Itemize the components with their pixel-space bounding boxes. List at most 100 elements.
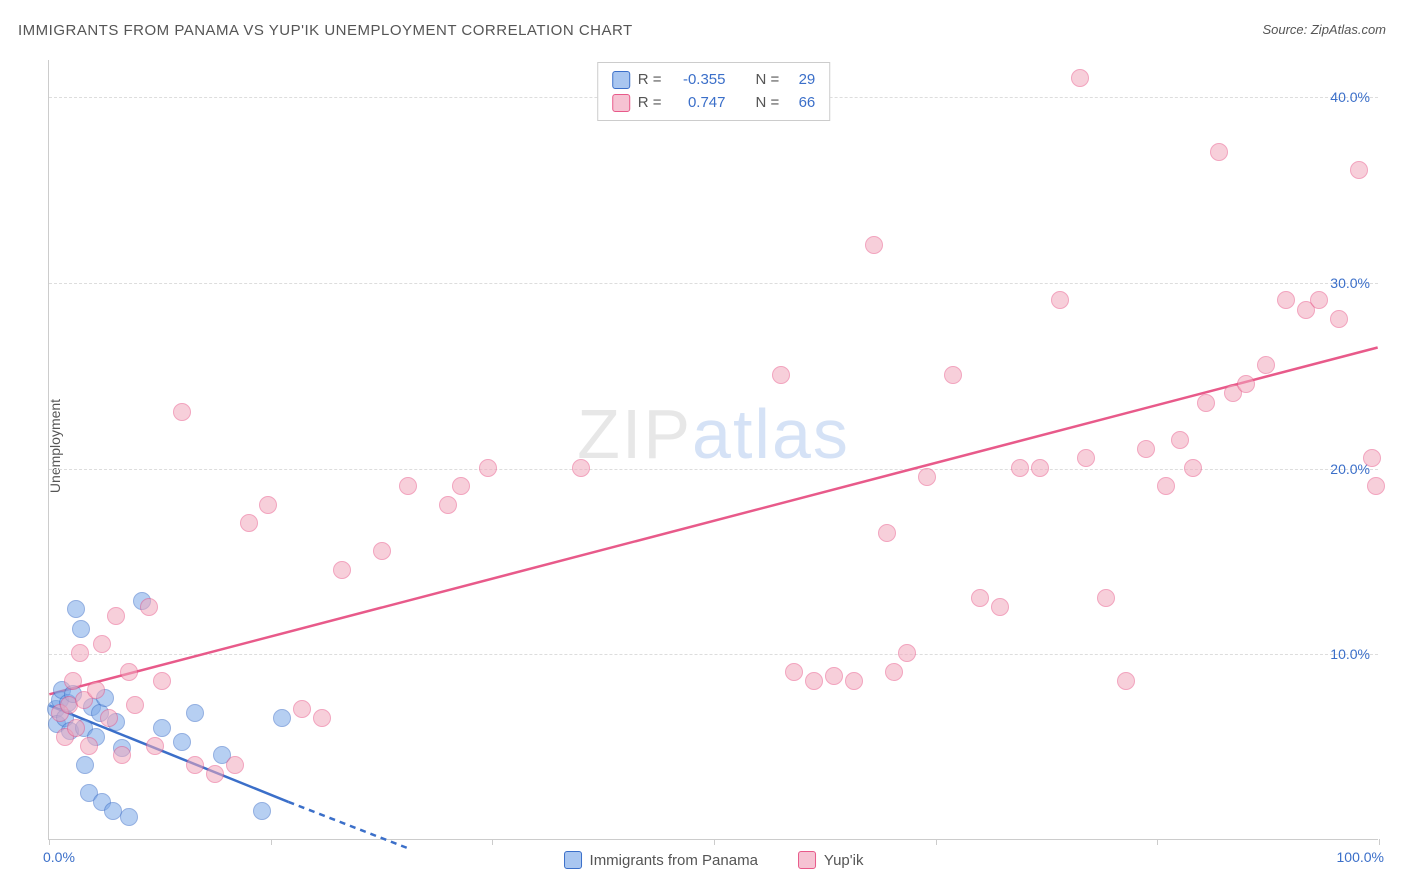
point-panama bbox=[72, 620, 90, 638]
chart-title: IMMIGRANTS FROM PANAMA VS YUP'IK UNEMPLO… bbox=[18, 22, 633, 39]
point-yupik bbox=[71, 644, 89, 662]
series-legend: Immigrants from Panama Yup'ik bbox=[564, 851, 864, 869]
point-yupik bbox=[126, 696, 144, 714]
point-panama bbox=[67, 600, 85, 618]
plot-area: ZIPatlas 10.0%20.0%30.0%40.0% R =-0.355N… bbox=[48, 60, 1378, 840]
legend-r-value: -0.355 bbox=[670, 69, 726, 92]
legend-row-yupik: R =0.747N =66 bbox=[612, 92, 816, 115]
point-yupik bbox=[1071, 69, 1089, 87]
legend-swatch-panama bbox=[564, 851, 582, 869]
point-yupik bbox=[1117, 672, 1135, 690]
point-yupik bbox=[1077, 449, 1095, 467]
legend-label: Immigrants from Panama bbox=[590, 852, 758, 869]
point-yupik bbox=[146, 737, 164, 755]
point-yupik bbox=[1257, 356, 1275, 374]
point-yupik bbox=[1137, 440, 1155, 458]
point-yupik bbox=[399, 477, 417, 495]
x-tick bbox=[1157, 839, 1158, 845]
point-yupik bbox=[186, 756, 204, 774]
point-yupik bbox=[1031, 459, 1049, 477]
x-tick bbox=[492, 839, 493, 845]
point-yupik bbox=[1011, 459, 1029, 477]
legend-r-label: R = bbox=[638, 92, 662, 115]
trend-line-dash-panama bbox=[288, 802, 408, 848]
point-panama bbox=[153, 719, 171, 737]
point-yupik bbox=[452, 477, 470, 495]
point-yupik bbox=[479, 459, 497, 477]
trend-lines bbox=[49, 60, 1378, 839]
point-yupik bbox=[785, 663, 803, 681]
point-yupik bbox=[772, 366, 790, 384]
legend-row-panama: R = -0.355 N = 29 bbox=[612, 69, 816, 92]
point-panama bbox=[120, 808, 138, 826]
point-yupik bbox=[67, 719, 85, 737]
point-yupik bbox=[991, 598, 1009, 616]
point-yupik bbox=[226, 756, 244, 774]
point-panama bbox=[173, 733, 191, 751]
point-yupik bbox=[313, 709, 331, 727]
legend-r-label: R = bbox=[638, 69, 662, 92]
point-yupik bbox=[293, 700, 311, 718]
point-panama bbox=[186, 704, 204, 722]
point-yupik bbox=[845, 672, 863, 690]
point-yupik bbox=[373, 542, 391, 560]
point-yupik bbox=[240, 514, 258, 532]
legend-n-value: 29 bbox=[787, 69, 815, 92]
point-yupik bbox=[333, 561, 351, 579]
legend-item-panama: Immigrants from Panama bbox=[564, 851, 758, 869]
legend-n-value: 66 bbox=[787, 92, 815, 115]
point-yupik bbox=[107, 607, 125, 625]
point-yupik bbox=[1157, 477, 1175, 495]
x-tick bbox=[714, 839, 715, 845]
point-yupik bbox=[87, 681, 105, 699]
x-tick bbox=[49, 839, 50, 845]
legend-n-label: N = bbox=[756, 69, 780, 92]
point-panama bbox=[253, 802, 271, 820]
legend-swatch-yupik bbox=[798, 851, 816, 869]
point-yupik bbox=[1097, 589, 1115, 607]
point-yupik bbox=[1184, 459, 1202, 477]
x-tick bbox=[271, 839, 272, 845]
point-yupik bbox=[944, 366, 962, 384]
point-yupik bbox=[918, 468, 936, 486]
correlation-legend: R =-0.355N =29R =0.747N =66 bbox=[597, 62, 831, 121]
point-yupik bbox=[64, 672, 82, 690]
point-yupik bbox=[1363, 449, 1381, 467]
point-yupik bbox=[1350, 161, 1368, 179]
legend-swatch-panama bbox=[612, 71, 630, 89]
legend-label: Yup'ik bbox=[824, 852, 864, 869]
point-yupik bbox=[1330, 310, 1348, 328]
point-yupik bbox=[1197, 394, 1215, 412]
point-yupik bbox=[1210, 143, 1228, 161]
point-yupik bbox=[898, 644, 916, 662]
point-yupik bbox=[113, 746, 131, 764]
point-yupik bbox=[1310, 291, 1328, 309]
point-yupik bbox=[153, 672, 171, 690]
x-tick bbox=[936, 839, 937, 845]
point-yupik bbox=[259, 496, 277, 514]
point-yupik bbox=[120, 663, 138, 681]
point-yupik bbox=[885, 663, 903, 681]
point-yupik bbox=[1277, 291, 1295, 309]
point-yupik bbox=[140, 598, 158, 616]
point-yupik bbox=[971, 589, 989, 607]
x-tick-min: 0.0% bbox=[43, 849, 75, 865]
point-yupik bbox=[825, 667, 843, 685]
point-panama bbox=[76, 756, 94, 774]
point-yupik bbox=[173, 403, 191, 421]
legend-n-label: N = bbox=[756, 92, 780, 115]
legend-item-yupik: Yup'ik bbox=[798, 851, 864, 869]
point-panama bbox=[273, 709, 291, 727]
point-yupik bbox=[1237, 375, 1255, 393]
point-yupik bbox=[439, 496, 457, 514]
point-yupik bbox=[1367, 477, 1385, 495]
point-yupik bbox=[100, 709, 118, 727]
point-yupik bbox=[865, 236, 883, 254]
point-yupik bbox=[93, 635, 111, 653]
point-yupik bbox=[80, 737, 98, 755]
point-yupik bbox=[878, 524, 896, 542]
x-tick-max: 100.0% bbox=[1337, 849, 1384, 865]
legend-swatch-yupik bbox=[612, 94, 630, 112]
point-yupik bbox=[1171, 431, 1189, 449]
x-tick bbox=[1379, 839, 1380, 845]
